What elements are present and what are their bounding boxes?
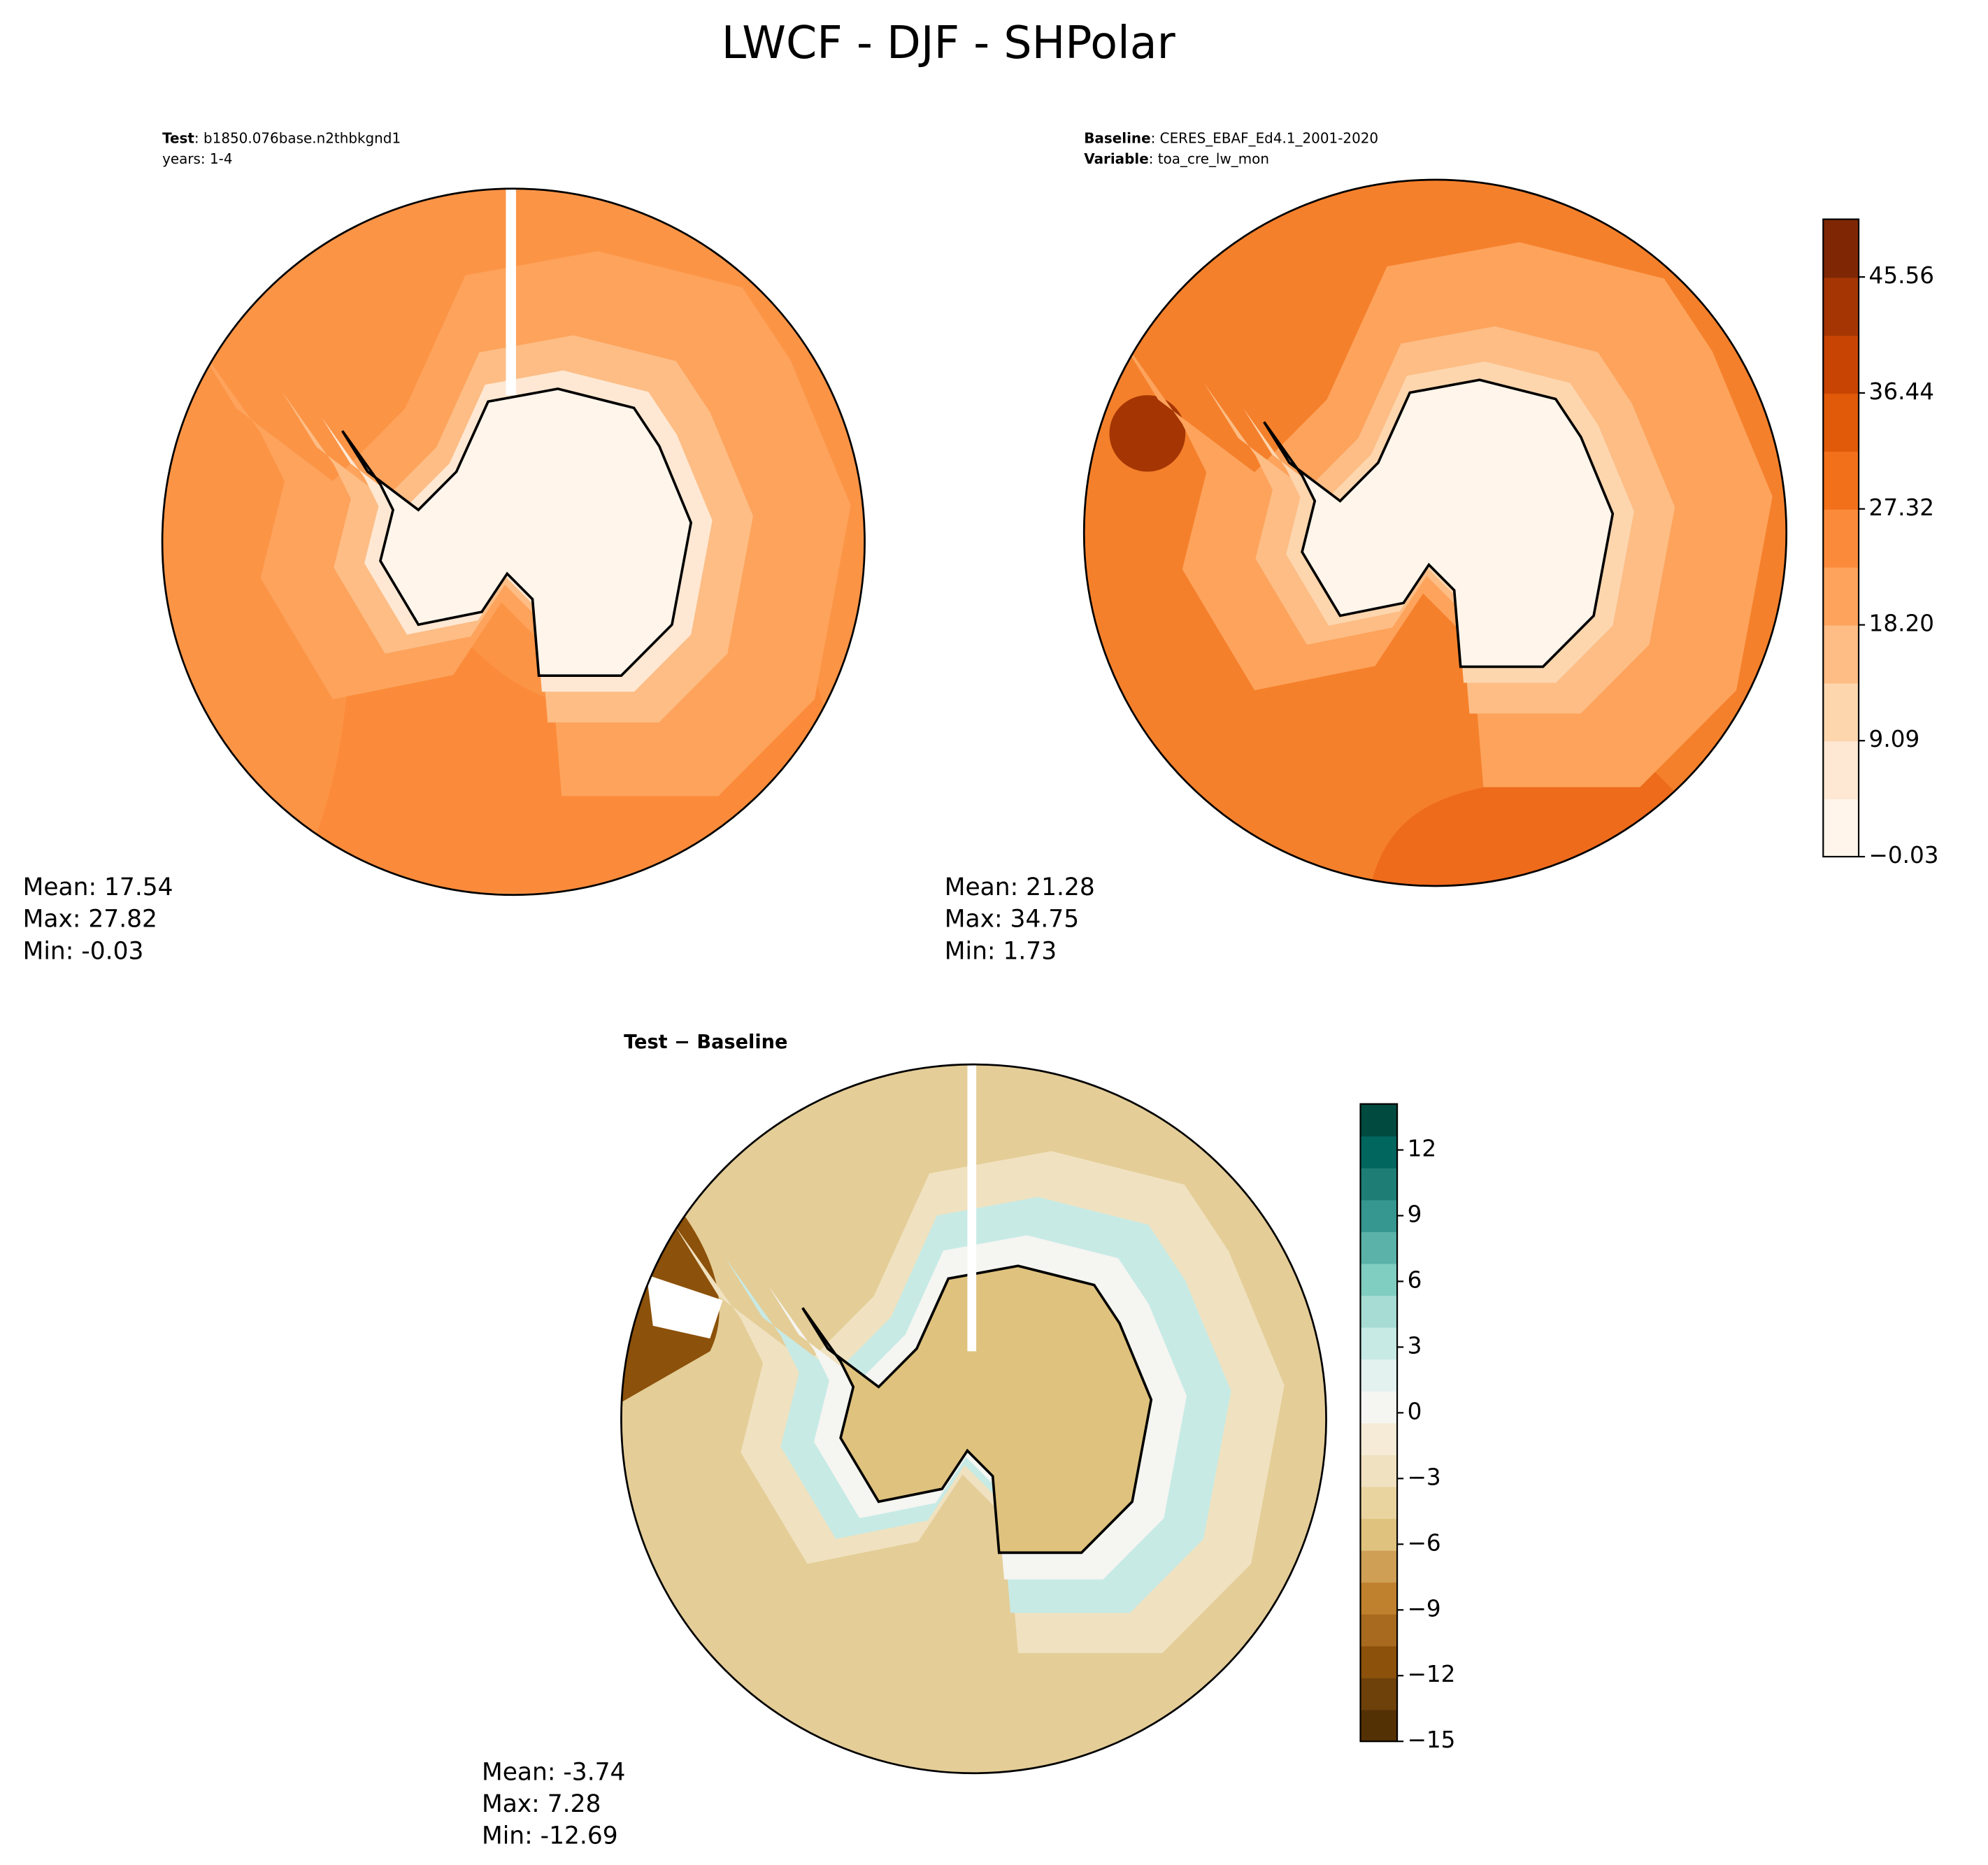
colorbar-tick-label: −9: [1408, 1595, 1441, 1622]
colorbar-band: [1823, 799, 1859, 857]
map-test: [162, 188, 865, 895]
header-key: Test: [162, 129, 194, 146]
colorbar-band: [1360, 1550, 1398, 1583]
colorbar-band: [1360, 1136, 1398, 1169]
colorbar-band: [1823, 219, 1859, 278]
colorbar-band: [1823, 335, 1859, 394]
colorbar-band: [1360, 1613, 1398, 1647]
colorbar-tick-label: 36.44: [1869, 378, 1934, 405]
stat-line: Min: -12.69: [482, 1822, 618, 1850]
colorbar-band: [1823, 741, 1859, 800]
colorbar-band: [1360, 1390, 1398, 1424]
colorbar-tick-label: 9.09: [1869, 726, 1920, 752]
map-border: [161, 187, 866, 896]
colorbar-band: [1360, 1486, 1398, 1520]
map-border: [1082, 178, 1788, 887]
stat-line: Max: 34.75: [945, 906, 1079, 934]
colorbar-tick-label: 6: [1408, 1266, 1422, 1293]
colorbar-tick-label: −3: [1408, 1464, 1441, 1490]
stat-line: Mean: 21.28: [945, 873, 1095, 901]
colorbar-tick-label: −6: [1408, 1529, 1441, 1556]
map-baseline: [1084, 180, 1787, 886]
stat-line: Min: -0.03: [23, 937, 144, 965]
figure-title: LWCF - DJF - SHPolar: [722, 17, 1176, 69]
colorbar-band: [1360, 1518, 1398, 1551]
panel-header: Test: b1850.076base.n2thbkgnd1: [162, 129, 401, 146]
header-key: Variable: [1084, 150, 1149, 166]
header-text: : b1850.076base.n2thbkgnd1: [194, 129, 401, 146]
colorbar-band: [1360, 1103, 1398, 1137]
header-text: : CERES_EBAF_Ed4.1_2001-2020: [1151, 129, 1378, 146]
map-border: [620, 1063, 1327, 1775]
header-text: years: 1-4: [162, 150, 232, 166]
header-key: Baseline: [1084, 129, 1150, 146]
colorbar-tick-label: 0: [1408, 1398, 1422, 1424]
colorbar-tick-label: −12: [1408, 1661, 1456, 1687]
colorbar-tick-label: −15: [1408, 1727, 1456, 1753]
colorbar-frame: [1359, 1103, 1399, 1743]
colorbar-band: [1360, 1645, 1398, 1678]
colorbar-band: [1823, 393, 1859, 452]
panel-header: Variable: toa_cre_lw_mon: [1084, 150, 1269, 166]
colorbar-band: [1360, 1359, 1398, 1392]
colorbar-tick-label: 9: [1408, 1201, 1422, 1227]
stat-line: Max: 27.82: [23, 906, 157, 934]
panel-header: Baseline: CERES_EBAF_Ed4.1_2001-2020: [1084, 129, 1378, 146]
map-difference: [621, 1064, 1326, 1773]
colorbar-tick-label: 45.56: [1869, 262, 1934, 289]
stat-line: Min: 1.73: [945, 937, 1057, 965]
colorbar-band: [1823, 508, 1859, 568]
colorbar-band: [1360, 1709, 1398, 1743]
colorbar-tick-label: 18.20: [1869, 610, 1934, 637]
colorbar-band: [1360, 1422, 1398, 1455]
colorbar-band: [1360, 1582, 1398, 1615]
colorbar-band: [1360, 1327, 1398, 1360]
colorbar-band: [1823, 450, 1859, 510]
colorbar-tick-label: 3: [1408, 1332, 1422, 1359]
colorbar-band: [1360, 1295, 1398, 1328]
stat-line: Max: 7.28: [482, 1790, 601, 1818]
colorbar-tick-label: −0.03: [1869, 842, 1939, 869]
colorbar-band: [1360, 1263, 1398, 1296]
panel-header: Test − Baseline: [624, 1031, 787, 1053]
colorbar-frame: [1822, 218, 1860, 858]
colorbar-band: [1360, 1167, 1398, 1201]
panel-header: years: 1-4: [162, 150, 232, 166]
colorbar-band: [1360, 1199, 1398, 1232]
colorbar-band: [1360, 1231, 1398, 1264]
colorbar-band: [1823, 624, 1859, 684]
colorbar-band: [1823, 566, 1859, 626]
colorbar-band: [1360, 1678, 1398, 1710]
stat-line: Mean: 17.54: [23, 873, 173, 901]
colorbar-band: [1823, 277, 1859, 336]
header-key: Test − Baseline: [624, 1031, 787, 1053]
header-text: : toa_cre_lw_mon: [1149, 150, 1269, 166]
colorbar-band: [1360, 1455, 1398, 1487]
stat-line: Mean: -3.74: [482, 1758, 625, 1786]
colorbar-tick-label: 12: [1408, 1135, 1437, 1162]
colorbar-tick-label: 27.32: [1869, 494, 1934, 521]
colorbar-band: [1823, 683, 1859, 742]
